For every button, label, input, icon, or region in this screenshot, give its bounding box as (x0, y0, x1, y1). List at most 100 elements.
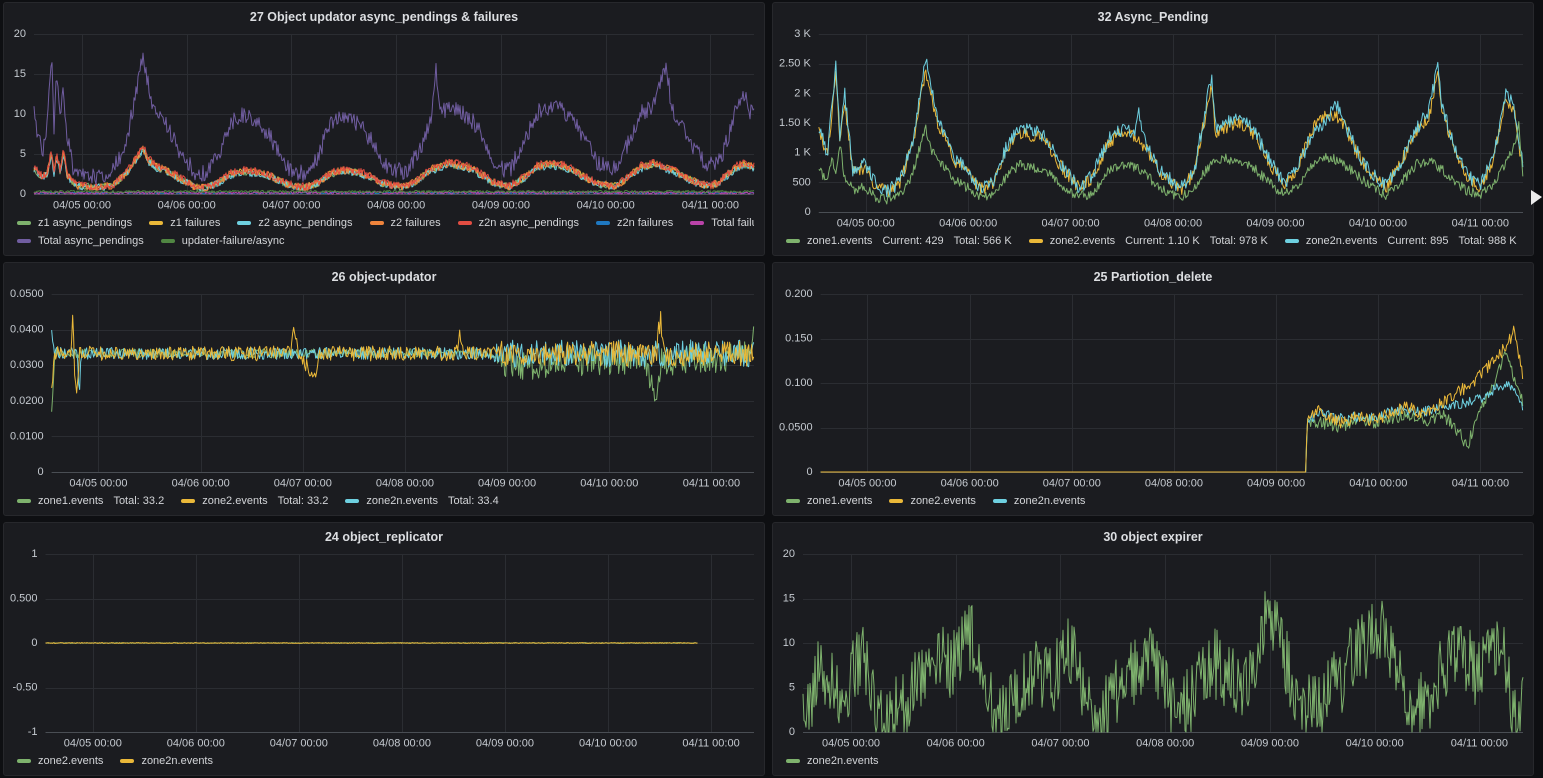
legend-item-z2-async-pendings[interactable]: z2 async_pendings (237, 217, 353, 229)
series-label: zone2n.events (807, 755, 879, 767)
legend: zone1.events zone2.events zone2n.events (773, 491, 1533, 515)
series-stat: Total: 33.2 (113, 495, 165, 507)
legend-item-z2n-async-pendings[interactable]: z2n async_pendings (457, 217, 579, 229)
series-label: zone2.events (202, 495, 268, 507)
series-label: zone2n.events (141, 755, 213, 767)
series-color-swatch (149, 221, 164, 225)
legend-item-zone2-events[interactable]: zone2.events Total: 33.2 (181, 495, 328, 507)
legend-item-zone2n-events[interactable]: zone2n.events (120, 755, 213, 767)
legend: zone2.events zone2n.events (4, 751, 764, 775)
panel-title[interactable]: 30 object expirer (1103, 530, 1203, 544)
panel-title[interactable]: 25 Partiotion_delete (1093, 270, 1213, 284)
legend: zone1.events Total: 33.2 zone2.events Total… (4, 491, 764, 515)
legend-item-zone1-events[interactable]: zone1.events Current: 429 Total: 566 K (786, 235, 1012, 247)
series-stat: Current: 1.10 K (1125, 235, 1200, 247)
chart-area (4, 546, 764, 751)
chart-area (773, 546, 1533, 751)
time-series-chart[interactable] (773, 546, 1533, 751)
series-color-swatch (17, 239, 31, 243)
panel-partiotion-delete: 25 Partiotion_delete zone1.events zone2.e… (772, 262, 1534, 516)
legend-item-updater-failure-async[interactable]: updater-failure/async (160, 235, 285, 247)
series-color-swatch (1028, 239, 1043, 243)
series-label: zone2n.events (1013, 495, 1086, 507)
series-label: z2 failures (390, 217, 441, 229)
legend-item-z1-failures[interactable]: z1 failures (149, 217, 220, 229)
series-label: z2n failures (616, 217, 674, 229)
series-label: zone1.events (807, 495, 873, 507)
time-series-chart[interactable] (4, 546, 764, 751)
panel-object-updator: 26 object-updator zone1.events Total: 33.… (3, 262, 765, 516)
series-color-swatch (992, 499, 1007, 503)
series-color-swatch (17, 221, 31, 225)
panel-title[interactable]: 24 object_replicator (324, 530, 444, 544)
series-color-swatch (595, 221, 610, 225)
series-label: z2 async_pendings (258, 217, 353, 229)
time-series-chart[interactable] (4, 26, 764, 213)
legend-item-zone2-events[interactable]: zone2.events (17, 755, 103, 767)
legend-item-zone2n-events[interactable]: zone2n.events Current: 895 Total: 988 K (1284, 235, 1517, 247)
panel-object-updator-async-pendings-failures: 27 Object updator async_pendings & failu… (3, 2, 765, 256)
legend-item-z2n-failures[interactable]: z2n failures (595, 217, 674, 229)
legend-row: zone1.events zone2.events zone2n.events (786, 492, 1523, 510)
time-series-chart[interactable] (773, 286, 1533, 491)
series-stat: Total: 33.4 (447, 495, 499, 507)
series-label: z1 failures (170, 217, 221, 229)
series-color-swatch (1284, 239, 1299, 243)
series-label: zone2n.events (366, 495, 438, 507)
panel-title[interactable]: 32 Async_Pending (1097, 10, 1209, 24)
series-color-swatch (120, 759, 135, 763)
panel-title[interactable]: 27 Object updator async_pendings & failu… (249, 10, 519, 24)
series-stat: Total: 566 K (953, 235, 1012, 247)
legend-row: z1 async_pendings z1 failures z2 async_pen… (17, 214, 754, 232)
series-label: zone1.events (38, 495, 104, 507)
mouse-cursor-icon (1531, 190, 1542, 205)
series-label: zone2.events (910, 495, 976, 507)
legend: z1 async_pendings z1 failures z2 async_pen… (4, 213, 764, 255)
chart-area (773, 26, 1533, 231)
legend-item-total-async-pendings[interactable]: Total async_pendings (17, 235, 144, 247)
panel-async-pending: 32 Async_Pending zone1.events Current: 42… (772, 2, 1534, 256)
legend-item-zone2n-events[interactable]: zone2n.events (786, 755, 879, 767)
legend-item-z2-failures[interactable]: z2 failures (369, 217, 441, 229)
series-stat: Current: 429 (882, 235, 944, 247)
legend-item-zone2-events[interactable]: zone2.events Current: 1.10 K Total: 978 K (1028, 235, 1268, 247)
time-series-chart[interactable] (4, 286, 764, 491)
legend-row: Total async_pendings updater-failure/asyn… (17, 232, 754, 250)
legend-item-total-failures[interactable]: Total failures (690, 217, 754, 229)
series-color-swatch (457, 221, 472, 225)
chart-area (4, 286, 764, 491)
chart-area (773, 286, 1533, 491)
series-color-swatch (369, 221, 384, 225)
legend: zone2n.events (773, 751, 1533, 775)
series-label: zone2n.events (1305, 235, 1378, 247)
legend-item-zone1-events[interactable]: zone1.events Total: 33.2 (17, 495, 164, 507)
panel-object-expirer: 30 object expirer zone2n.events (772, 522, 1534, 776)
series-label: zone2.events (1049, 235, 1116, 247)
series-label: z2n async_pendings (478, 217, 579, 229)
series-color-swatch (786, 239, 800, 243)
series-label: Total async_pendings (38, 235, 144, 247)
legend-item-zone1-events[interactable]: zone1.events (786, 495, 872, 507)
series-color-swatch (786, 499, 800, 503)
panel-object-replicator: 24 object_replicator zone2.events zone2n.… (3, 522, 765, 776)
series-stat: Total: 988 K (1458, 235, 1517, 247)
series-label: z1 async_pendings (38, 217, 133, 229)
chart-area (4, 26, 764, 213)
series-stat: Total: 978 K (1209, 235, 1268, 247)
series-color-swatch (237, 221, 252, 225)
series-label: Total failures (711, 217, 754, 229)
panel-title[interactable]: 26 object-updator (331, 270, 437, 284)
legend-item-zone2n-events[interactable]: zone2n.events (992, 495, 1086, 507)
legend-item-zone2-events[interactable]: zone2.events (889, 495, 976, 507)
series-color-swatch (786, 759, 800, 763)
series-color-swatch (889, 499, 904, 503)
time-series-chart[interactable] (773, 26, 1533, 231)
series-color-swatch (690, 221, 705, 225)
legend-item-zone2n-events[interactable]: zone2n.events Total: 33.4 (345, 495, 499, 507)
series-label: zone1.events (807, 235, 873, 247)
legend-item-z1-async-pendings[interactable]: z1 async_pendings (17, 217, 132, 229)
series-color-swatch (345, 499, 360, 503)
series-color-swatch (17, 499, 31, 503)
